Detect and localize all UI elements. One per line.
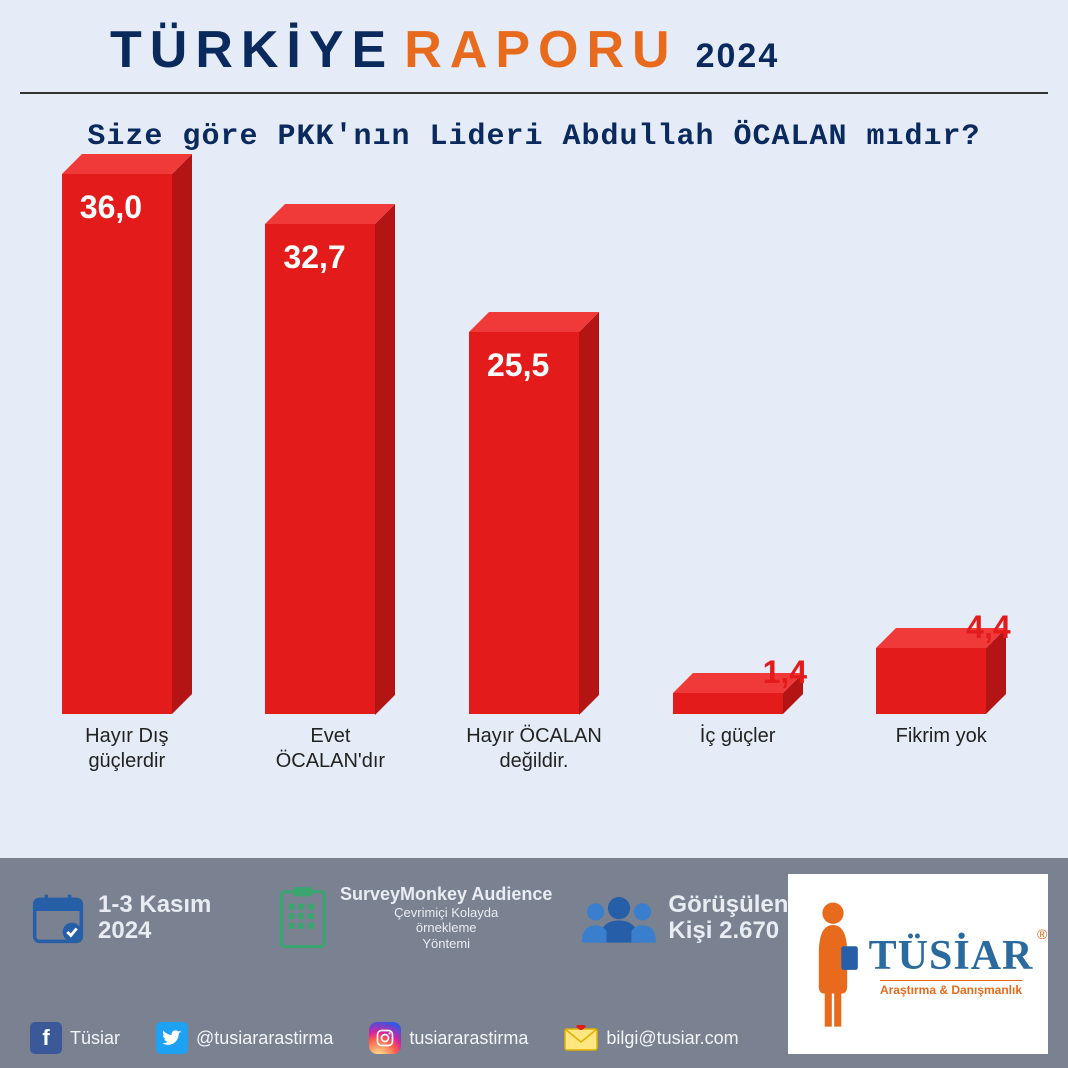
calendar-icon (30, 890, 86, 946)
title-part2: RAPORU (404, 20, 677, 80)
bar-value-label: 25,5 (487, 347, 549, 384)
bar: 1,4 (661, 693, 815, 714)
method-block: SurveyMonkey Audience Çevrimiçi Kolayda … (278, 885, 552, 952)
twitter-icon (156, 1022, 188, 1054)
title-year: 2024 (696, 37, 780, 76)
people-icon (582, 893, 656, 943)
email-icon (564, 1025, 598, 1051)
x-axis-label: Fikrim yok (864, 724, 1018, 774)
page-header: TÜRKİYE RAPORU 2024 (20, 0, 1048, 94)
facebook-icon: f (30, 1022, 62, 1054)
bar-chart: 36,0 32,7 25,5 1,4 4,4 Hayır Dış güçlerdir Ev… (40, 164, 1028, 774)
x-axis-label: Evet ÖCALAN'dır (254, 724, 408, 774)
person-icon (803, 899, 863, 1029)
bar: 36,0 (50, 174, 204, 714)
footer: 1-3 Kasım 2024 SurveyMonkey Audience Çev… (0, 858, 1068, 1068)
registered-icon: ® (1037, 926, 1047, 942)
facebook-link[interactable]: f Tüsiar (30, 1022, 120, 1054)
bar-value-label: 32,7 (283, 239, 345, 276)
x-axis-label: Hayır Dış güçlerdir (50, 724, 204, 774)
instagram-icon (369, 1022, 401, 1054)
method-text: SurveyMonkey Audience Çevrimiçi Kolayda … (340, 885, 552, 952)
bar: 4,4 (864, 648, 1018, 714)
bar-value-label: 36,0 (80, 189, 142, 226)
bar: 25,5 (457, 332, 611, 715)
social-row: f Tüsiar @tusiararastirma tusiararastirm… (0, 1022, 739, 1054)
email-link[interactable]: bilgi@tusiar.com (564, 1025, 738, 1051)
instagram-link[interactable]: tusiararastirma (369, 1022, 528, 1054)
bar: 32,7 (254, 224, 408, 715)
sample-label-kisi: Kişi (668, 917, 719, 944)
date-block: 1-3 Kasım 2024 (30, 890, 248, 946)
bar-value-label: 4,4 (966, 609, 1010, 646)
x-axis-label: Hayır ÖCALAN değildir. (457, 724, 611, 774)
title-part1: TÜRKİYE (110, 20, 394, 80)
bars-container: 36,0 32,7 25,5 1,4 4,4 (40, 174, 1028, 714)
date-text: 1-3 Kasım 2024 (98, 892, 248, 945)
x-axis-labels: Hayır Dış güçlerdir Evet ÖCALAN'dır Hayır … (40, 724, 1028, 774)
brand-logo: TÜSİAR ® Araştırma & Danışmanlık (788, 874, 1048, 1054)
x-axis-label: İç güçler (661, 724, 815, 774)
clipboard-icon (278, 887, 328, 949)
twitter-link[interactable]: @tusiararastirma (156, 1022, 333, 1054)
bar-value-label: 1,4 (763, 654, 807, 691)
